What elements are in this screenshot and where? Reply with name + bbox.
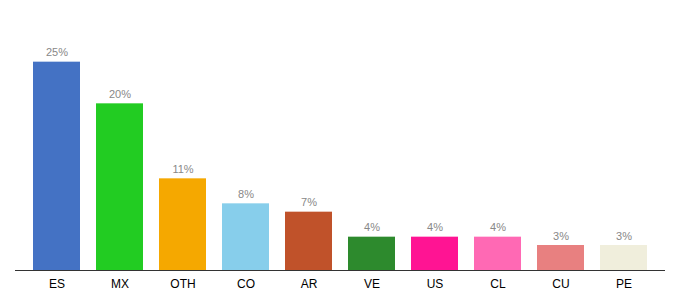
svg-text:4%: 4%	[490, 221, 506, 233]
svg-text:8%: 8%	[238, 188, 254, 200]
svg-text:7%: 7%	[301, 196, 317, 208]
svg-text:ES: ES	[49, 277, 65, 291]
svg-text:4%: 4%	[427, 221, 443, 233]
svg-text:CL: CL	[490, 277, 506, 291]
svg-text:US: US	[427, 277, 444, 291]
svg-text:AR: AR	[301, 277, 318, 291]
svg-text:25%: 25%	[46, 46, 68, 58]
svg-text:MX: MX	[111, 277, 129, 291]
svg-text:PE: PE	[616, 277, 632, 291]
svg-text:20%: 20%	[109, 88, 131, 100]
svg-text:11%: 11%	[172, 163, 193, 175]
svg-text:CU: CU	[552, 277, 569, 291]
svg-text:3%: 3%	[616, 230, 632, 242]
svg-text:OTH: OTH	[170, 277, 195, 291]
svg-text:VE: VE	[364, 277, 380, 291]
svg-text:3%: 3%	[553, 230, 569, 242]
svg-text:CO: CO	[237, 277, 255, 291]
svg-text:4%: 4%	[364, 221, 380, 233]
